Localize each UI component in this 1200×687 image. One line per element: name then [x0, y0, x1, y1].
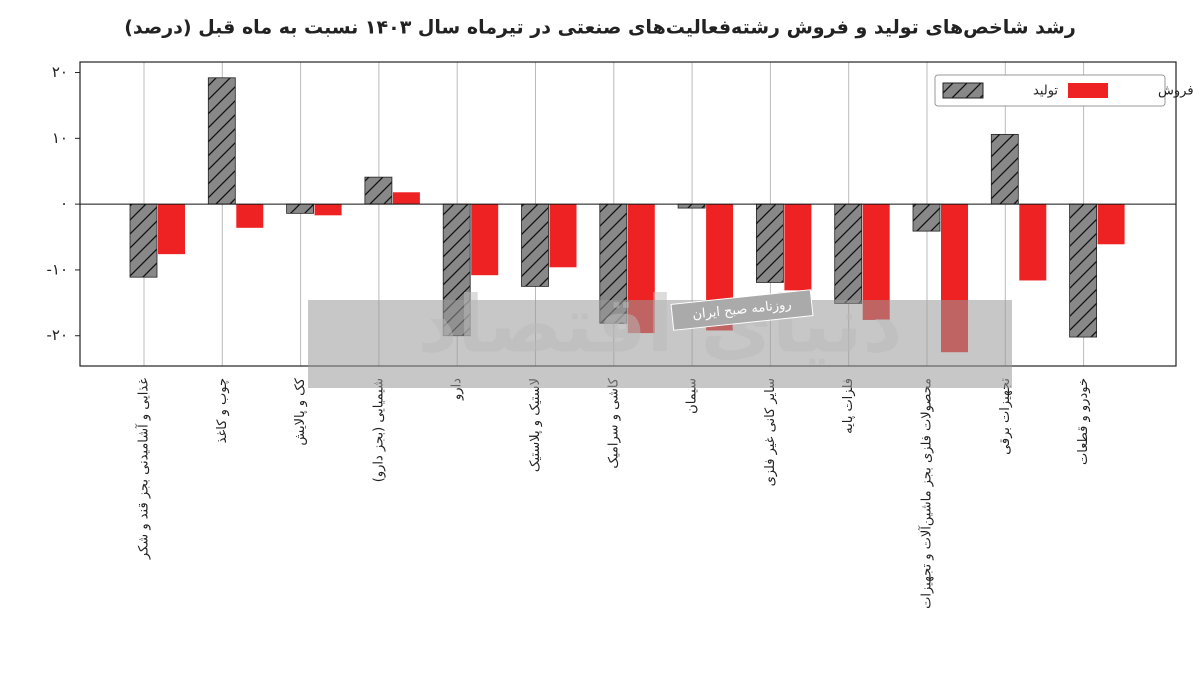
- x-tick-label: کک و پالایش: [293, 377, 308, 445]
- y-tick-label: -۱۰: [46, 260, 68, 278]
- bar: [549, 204, 577, 268]
- y-tick-label: ۰: [60, 195, 68, 213]
- x-tick-label: شیمیایی (بجز دارو): [371, 378, 386, 482]
- x-tick-label: کاشی و سرامیک: [606, 377, 621, 468]
- bar: [207, 77, 236, 205]
- legend-swatch: [942, 82, 984, 99]
- bar: [314, 204, 342, 216]
- legend-swatch: [1068, 83, 1108, 98]
- watermark-band: [308, 300, 1012, 388]
- x-tick-label: فلزات پایه: [841, 378, 856, 434]
- y-tick-label: -۲۰: [46, 326, 68, 344]
- bar: [392, 192, 420, 205]
- x-tick-label: خودرو و قطعات: [1076, 378, 1091, 465]
- watermark-caption-box: [670, 289, 814, 331]
- bar: [158, 204, 185, 255]
- x-tick-label: محصولات فلزی بجز ماشین‌آلات و تجهیزات: [918, 378, 935, 609]
- bar: [129, 203, 158, 278]
- legend-label: فروش: [1158, 84, 1194, 99]
- bar: [471, 204, 499, 276]
- x-tick-label: لاستیک و پلاستیک: [528, 378, 543, 472]
- x-tick-label: چوب و کاغذ: [215, 378, 230, 443]
- bar: [990, 133, 1019, 205]
- bar: [784, 204, 812, 291]
- x-tick-label: غذایی و آشامیدنی بجز قند و شکر: [135, 378, 152, 560]
- x-tick-label: سایر کانی غیر فلزی: [763, 378, 778, 486]
- bar: [521, 203, 549, 287]
- bar: [1069, 203, 1097, 338]
- legend-box: [934, 74, 1166, 107]
- y-tick-label: ۲۰: [52, 63, 68, 81]
- bar: [677, 203, 706, 209]
- bar: [1097, 204, 1125, 245]
- bar: [236, 204, 264, 228]
- bar: [364, 176, 393, 205]
- bar: [912, 203, 941, 232]
- bar: [756, 203, 784, 283]
- bar: [1019, 204, 1047, 281]
- x-tick-label: تجهیزات برقی: [998, 378, 1013, 455]
- bar: [286, 203, 315, 214]
- watermark: دنیای اقتصاد: [418, 280, 903, 370]
- y-tick-label: ۱۰: [52, 129, 68, 147]
- legend-label: تولید: [1033, 84, 1058, 99]
- chart-title: رشد شاخص‌های تولید و فروش رشته‌فعالیت‌ها…: [124, 17, 1076, 39]
